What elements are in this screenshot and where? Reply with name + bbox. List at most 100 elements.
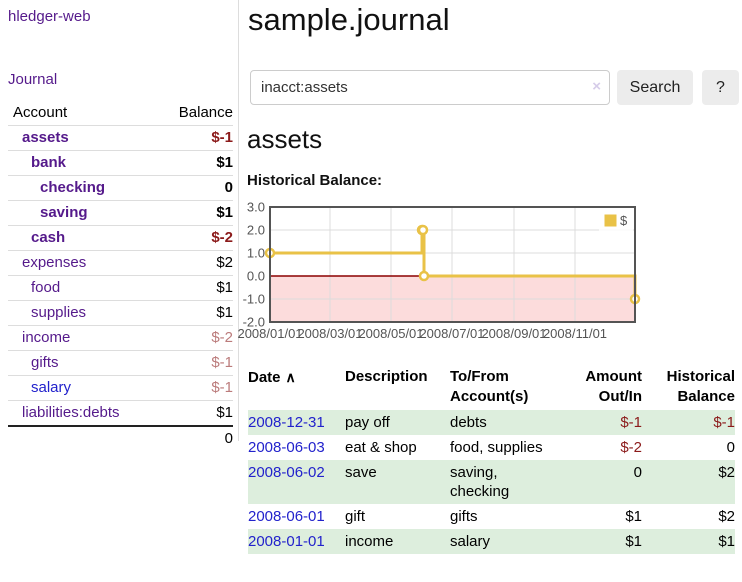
account-balance: 0	[159, 175, 233, 201]
svg-text:1.0: 1.0	[247, 246, 265, 261]
transaction-balance: $2	[718, 508, 735, 525]
register-header-row: Date ∧ Description To/From Account(s) Amo…	[248, 364, 735, 410]
date-column-header[interactable]: Date ∧	[248, 369, 296, 386]
account-link-checking[interactable]: checking	[40, 179, 106, 196]
transaction-balance: 0	[726, 439, 735, 456]
register-row: 2008-12-31 pay off debts $-1 $-1	[248, 410, 735, 435]
account-link-cash[interactable]: cash	[31, 229, 66, 246]
account-balance: $1	[159, 275, 233, 301]
search-box: ×	[250, 70, 610, 105]
svg-text:0.0: 0.0	[247, 269, 265, 284]
svg-text:-1.0: -1.0	[243, 292, 265, 307]
transaction-date-link[interactable]: 2008-06-01	[248, 508, 325, 525]
account-row-saving: saving $1	[8, 200, 233, 226]
account-row-checking: checking 0	[8, 175, 233, 201]
svg-text:2008/09/01: 2008/09/01	[481, 326, 546, 341]
transaction-date-link[interactable]: 2008-06-02	[248, 464, 325, 481]
account-link-bank[interactable]: bank	[31, 154, 67, 171]
amount-column-header: Amount Out/In	[585, 368, 642, 405]
chart-label: Historical Balance:	[247, 172, 383, 189]
transaction-amount: $1	[625, 533, 642, 550]
balance-column-header: Balance	[159, 101, 233, 126]
transaction-accounts: salary	[450, 533, 491, 550]
account-balance: $-2	[159, 225, 233, 251]
accounts-table: Account Balance assets $-1 bank $1 check…	[8, 101, 233, 451]
svg-text:2.0: 2.0	[247, 223, 265, 238]
transaction-accounts: saving, checking	[450, 464, 510, 500]
account-link-assets[interactable]: assets	[22, 129, 69, 146]
accounts-column-header: To/From Account(s)	[450, 368, 529, 405]
account-balance: $-2	[159, 325, 233, 351]
account-balance: $-1	[159, 125, 233, 151]
transaction-amount: $1	[625, 508, 642, 525]
register-row: 2008-01-01 income salary $1 $1	[248, 529, 735, 554]
transaction-accounts: gifts	[450, 508, 478, 525]
account-balance: $2	[159, 250, 233, 276]
register-row: 2008-06-02 save saving, checking 0 $2	[248, 460, 735, 504]
svg-text:-2.0: -2.0	[243, 315, 265, 330]
svg-text:2008/05/01: 2008/05/01	[358, 326, 423, 341]
account-row-bank: bank $1	[8, 150, 233, 176]
account-page-title: assets	[247, 124, 323, 154]
sort-up-icon: ∧	[285, 369, 296, 385]
account-link-liabilities-debts[interactable]: liabilities:debts	[22, 404, 120, 421]
accounts-column-header: Account	[8, 101, 160, 126]
account-row-food: food $1	[8, 275, 233, 301]
account-row-cash: cash $-2	[8, 225, 233, 251]
sidebar-divider	[238, 0, 239, 441]
accounts-total-value: 0	[159, 425, 233, 451]
accounts-total-row: 0	[8, 425, 233, 451]
account-row-expenses: expenses $2	[8, 250, 233, 276]
transaction-description: gift	[345, 508, 366, 525]
account-balance: $1	[159, 300, 233, 326]
transaction-description: income	[345, 533, 394, 550]
transaction-description: eat & shop	[345, 439, 417, 456]
register-row: 2008-06-03 eat & shop food, supplies $-2…	[248, 435, 735, 460]
account-row-supplies: supplies $1	[8, 300, 233, 326]
account-row-assets: assets $-1	[8, 125, 233, 151]
brand-link[interactable]: hledger-web	[8, 8, 91, 25]
account-link-food[interactable]: food	[31, 279, 61, 296]
search-input[interactable]	[250, 70, 610, 105]
svg-text:$: $	[620, 213, 628, 228]
account-link-supplies[interactable]: supplies	[31, 304, 87, 321]
transaction-accounts: food, supplies	[450, 439, 543, 456]
sidebar-item-journal[interactable]: Journal	[8, 71, 58, 88]
account-link-salary[interactable]: salary	[31, 379, 72, 396]
transaction-amount: $-2	[620, 439, 642, 456]
account-link-gifts[interactable]: gifts	[31, 354, 59, 371]
svg-text:2008/01/01: 2008/01/01	[237, 326, 302, 341]
register-row: 2008-06-01 gift gifts $1 $2	[248, 504, 735, 529]
historical-balance-chart: $3.0 2.0 1.0 0.0 -1.0 -2.02008/01/012008/03/0…	[237, 200, 641, 341]
transaction-accounts: debts	[450, 414, 487, 431]
account-row-salary: salary $-1	[8, 375, 233, 401]
transaction-balance: $1	[718, 533, 735, 550]
account-balance: $1	[159, 200, 233, 226]
transaction-date-link[interactable]: 2008-06-03	[248, 439, 325, 456]
transaction-amount: 0	[633, 464, 642, 481]
register-table: Date ∧ Description To/From Account(s) Amo…	[248, 364, 735, 554]
account-link-saving[interactable]: saving	[40, 204, 88, 221]
account-link-expenses[interactable]: expenses	[22, 254, 87, 271]
account-row-income: income $-2	[8, 325, 233, 351]
transaction-description: pay off	[345, 414, 390, 431]
account-link-income[interactable]: income	[22, 329, 71, 346]
transaction-balance: $2	[718, 464, 735, 481]
balance-column-header: Historical Balance	[666, 368, 735, 405]
account-row-liabilities-debts: liabilities:debts $1	[8, 400, 233, 427]
search-button[interactable]: Search	[617, 70, 693, 105]
svg-text:2008/03/01: 2008/03/01	[297, 326, 362, 341]
transaction-balance: $-1	[713, 414, 735, 431]
svg-text:3.0: 3.0	[247, 200, 265, 215]
account-row-gifts: gifts $-1	[8, 350, 233, 376]
svg-text:2008/11/01: 2008/11/01	[543, 326, 607, 341]
transaction-date-link[interactable]: 2008-12-31	[248, 414, 325, 431]
description-column-header: Description	[345, 368, 428, 385]
transaction-date-link[interactable]: 2008-01-01	[248, 533, 325, 550]
account-balance: $1	[159, 150, 233, 176]
clear-search-icon[interactable]: ×	[592, 78, 601, 95]
help-button[interactable]: ?	[702, 70, 739, 105]
account-balance: $1	[159, 400, 233, 427]
accounts-table-header: Account Balance	[8, 101, 233, 126]
